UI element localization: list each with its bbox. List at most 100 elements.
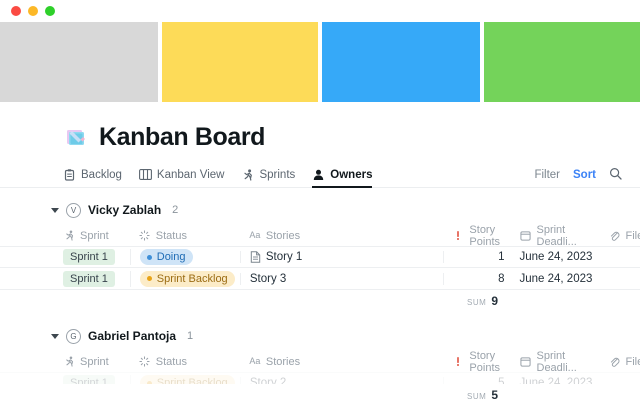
cell-sprint-deadline[interactable]: June 24, 2023: [512, 251, 601, 263]
tab-backlog[interactable]: Backlog: [63, 168, 122, 188]
cell-story-points[interactable]: 8: [443, 272, 512, 285]
sprint-badge: Sprint 1: [63, 375, 115, 384]
story-title: Story 2: [249, 377, 287, 384]
tab-list: Backlog Kanban View: [63, 167, 373, 188]
table-row[interactable]: Sprint 1 Sprint Backlog Story 3 8 June 2…: [0, 268, 640, 290]
tab-owners[interactable]: Owners: [312, 168, 373, 188]
column-header-status[interactable]: Status: [130, 230, 240, 242]
column-header-sprint-label: Sprint: [80, 229, 109, 242]
group-name: Vicky Zablah: [88, 203, 162, 217]
column-header-status[interactable]: Status: [130, 356, 240, 368]
cell-sprint[interactable]: Sprint 1: [63, 375, 130, 384]
column-header-stories-label: Stories: [265, 355, 301, 368]
runner-icon: [63, 356, 75, 368]
cell-sprint-deadline[interactable]: June 24, 2023: [512, 273, 601, 285]
clipboard-icon: [63, 168, 76, 181]
runner-icon: [63, 230, 75, 242]
page-content: Kanban Board Backlog: [0, 102, 640, 400]
column-header-sprint[interactable]: Sprint: [63, 230, 130, 242]
group-vicky-zablah: V Vicky Zablah 2 Spri: [0, 201, 640, 314]
person-icon: [312, 168, 325, 181]
column-header-sprint-deadline[interactable]: Sprint Deadli...: [513, 224, 602, 248]
exclamation-icon: [452, 230, 464, 242]
cell-sprint[interactable]: Sprint 1: [63, 270, 130, 287]
column-header-files[interactable]: Files: [602, 356, 640, 368]
status-badge: Sprint Backlog: [139, 270, 235, 287]
tab-backlog-label: Backlog: [81, 168, 122, 181]
tab-kanban-view-label: Kanban View: [156, 168, 225, 181]
status-dot-icon: [146, 254, 152, 260]
table-row[interactable]: Sprint 1 Sprint Backlog Story 2 5: [0, 372, 640, 384]
cell-stories[interactable]: Story 2: [239, 377, 444, 384]
status-badge: Doing: [139, 249, 193, 265]
sprint-badge: Sprint 1: [63, 270, 115, 287]
sort-button[interactable]: Sort: [573, 169, 596, 181]
group-header[interactable]: G Gabriel Pantoja 1: [0, 327, 640, 345]
title-row: Kanban Board: [0, 102, 640, 150]
zoom-button[interactable]: [45, 6, 55, 16]
column-header-story-points[interactable]: Story Points: [443, 224, 512, 248]
table: Sprint: [0, 350, 640, 384]
cell-story-points[interactable]: 5: [443, 377, 512, 384]
group-count: 2: [172, 204, 179, 216]
cell-status[interactable]: Sprint Backlog: [129, 270, 240, 287]
cell-sprint-deadline[interactable]: June 24, 2023: [512, 377, 601, 384]
aa-text-icon: Aa: [249, 230, 261, 240]
group-sum-row: SUM 5: [0, 388, 640, 400]
tab-kanban-view[interactable]: Kanban View: [138, 168, 225, 188]
cell-status[interactable]: Doing: [129, 249, 240, 265]
column-header-sprint-deadline-label: Sprint Deadli...: [536, 223, 577, 248]
memo-emoji: [63, 124, 89, 150]
sprint-badge: Sprint 1: [63, 249, 115, 265]
cell-stories[interactable]: Story 1: [239, 251, 444, 263]
tab-sprints[interactable]: Sprints: [241, 168, 295, 188]
traffic-lights: [11, 6, 55, 16]
spinner-icon: [139, 230, 151, 242]
column-header-stories[interactable]: Aa Stories: [240, 356, 444, 368]
sum-value: 9: [491, 294, 498, 308]
column-header-files-label: Files: [625, 229, 640, 242]
table-row[interactable]: Sprint 1 Doing: [0, 246, 640, 268]
column-header-story-points-label: Story Points: [469, 223, 500, 248]
spinner-icon: [139, 356, 151, 368]
group-header[interactable]: V Vicky Zablah 2: [0, 201, 640, 219]
search-icon[interactable]: [609, 167, 622, 183]
banner-green-block: [484, 22, 640, 102]
cell-sprint[interactable]: Sprint 1: [63, 249, 130, 265]
table-header-row: Sprint: [0, 350, 640, 374]
cell-story-points[interactable]: 1: [443, 251, 512, 263]
column-header-files[interactable]: Files: [602, 230, 640, 242]
table: Sprint: [0, 224, 640, 290]
column-header-stories-label: Stories: [265, 229, 301, 242]
aa-text-icon: Aa: [249, 356, 261, 366]
deadline-value: June 24, 2023: [519, 272, 593, 285]
filter-button[interactable]: Filter: [534, 169, 560, 181]
table-header-row: Sprint: [0, 224, 640, 248]
column-header-sprint-deadline[interactable]: Sprint Deadli...: [513, 350, 602, 374]
minimize-button[interactable]: [28, 6, 38, 16]
tab-owners-label: Owners: [330, 168, 373, 181]
column-header-stories[interactable]: Aa Stories: [240, 230, 444, 242]
column-header-files-label: Files: [625, 355, 640, 368]
status-badge-label: Sprint Backlog: [156, 272, 228, 285]
table-row-clipped: Sprint 1 Sprint Backlog Story 2 5: [0, 372, 640, 384]
deadline-value: June 24, 2023: [519, 377, 593, 384]
sum-label: SUM: [467, 298, 487, 307]
group-gabriel-pantoja: G Gabriel Pantoja 1 Sprint: [0, 327, 640, 400]
deadline-value: June 24, 2023: [519, 251, 593, 263]
chevron-down-icon[interactable]: [51, 207, 59, 213]
chevron-down-icon[interactable]: [51, 333, 59, 339]
status-badge-label: Doing: [156, 251, 186, 263]
cell-status[interactable]: Sprint Backlog: [129, 375, 240, 384]
column-header-sprint[interactable]: Sprint: [63, 356, 130, 368]
paperclip-icon: [609, 230, 621, 242]
columns-icon: [138, 168, 152, 181]
close-button[interactable]: [11, 6, 21, 16]
status-badge-label: Sprint Backlog: [156, 377, 228, 384]
column-header-status-label: Status: [155, 355, 187, 368]
column-header-story-points[interactable]: Story Points: [443, 350, 512, 374]
cover-banner: [0, 22, 640, 102]
calendar-icon: [520, 230, 532, 242]
view-tools: Filter Sort: [534, 167, 622, 188]
cell-stories[interactable]: Story 3: [239, 272, 444, 285]
